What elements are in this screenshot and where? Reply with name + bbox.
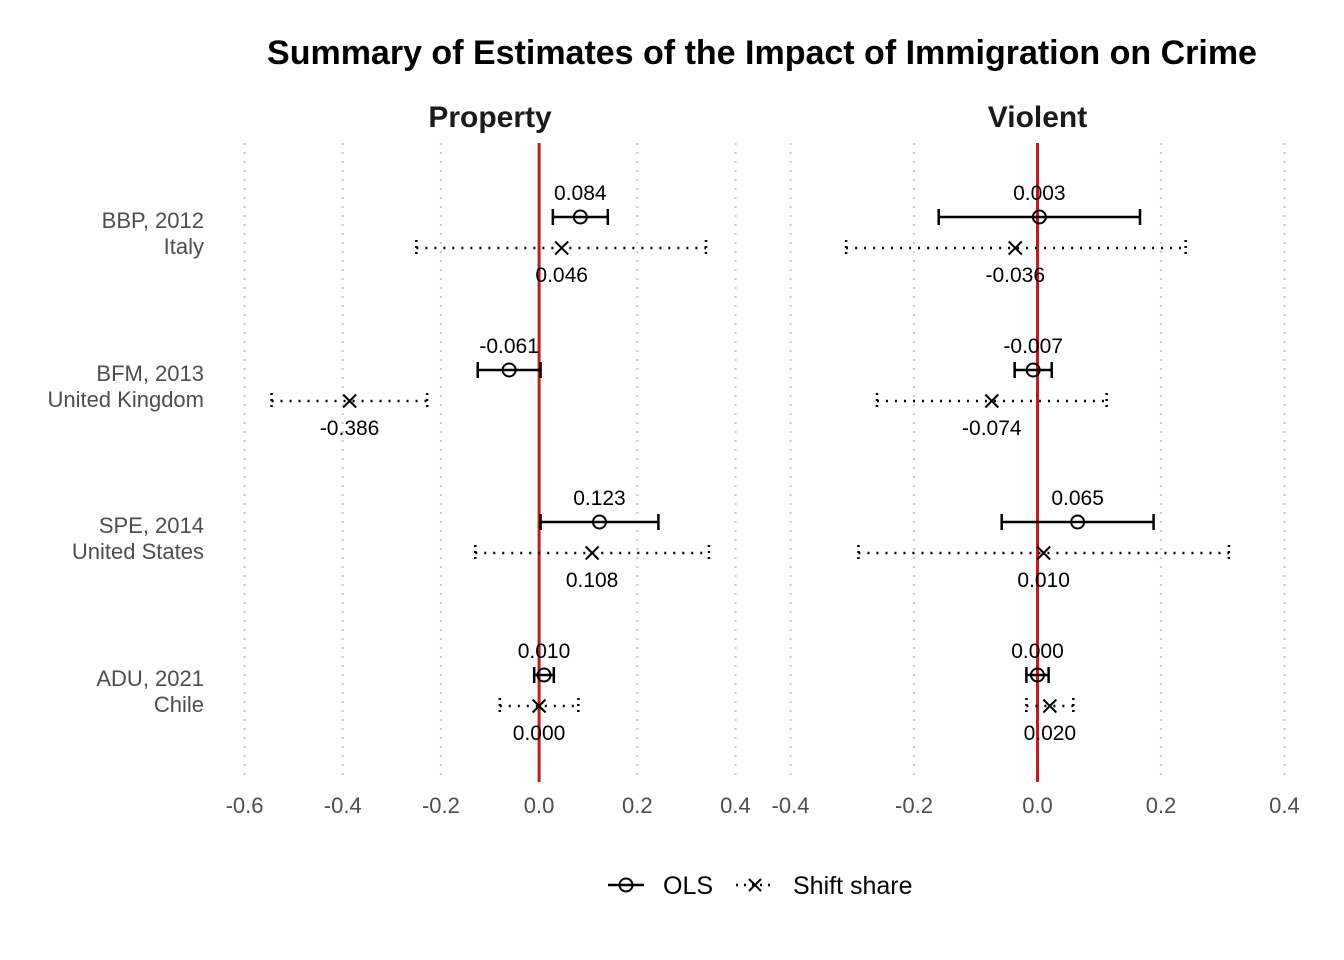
shift-share-value-label: -0.074 <box>962 417 1022 440</box>
shift-share-value-label: 0.046 <box>535 264 588 287</box>
ols-estimate: -0.007 <box>1003 335 1063 378</box>
shift-share-point <box>554 240 569 256</box>
ols-value-label: -0.007 <box>1003 335 1063 358</box>
panels: Property -0.6 -0.4 -0.2 0.0 0.2 0.4 0.084 0.046 -… <box>226 101 1300 818</box>
study-label: SPE, 2014 <box>99 513 204 538</box>
shift-share-point <box>531 698 547 714</box>
x-tick-label: 0.2 <box>622 793 653 818</box>
ols-value-label: 0.010 <box>518 640 571 663</box>
ols-point <box>501 362 517 378</box>
x-tick-label: 0.0 <box>524 793 555 818</box>
panel-violent: Violent -0.4 -0.2 0.0 0.2 0.4 0.003 -0.036 -0.00… <box>772 101 1300 818</box>
ols-point <box>572 209 588 225</box>
shift-share-point <box>1042 698 1058 714</box>
x-tick-label: -0.4 <box>772 793 810 818</box>
x-tick-label: 0.4 <box>720 793 751 818</box>
ols-estimate: 0.065 <box>1000 487 1155 530</box>
study-label: ADU, 2021 <box>96 666 204 691</box>
x-tick-label: -0.4 <box>324 793 362 818</box>
x-tick-label: -0.6 <box>226 793 264 818</box>
ols-value-label: 0.003 <box>1013 182 1066 205</box>
ols-value-label: 0.065 <box>1051 487 1104 510</box>
study-label: BFM, 2013 <box>96 361 204 386</box>
shift-share-value-label: 0.010 <box>1017 569 1070 592</box>
x-tick-label: 0.0 <box>1022 793 1053 818</box>
x-tick-label: 0.2 <box>1146 793 1177 818</box>
ols-point <box>1031 209 1047 225</box>
ols-value-label: 0.123 <box>573 487 626 510</box>
country-label: United States <box>72 539 204 564</box>
shift-share-value-label: 0.020 <box>1024 722 1077 745</box>
legend-ols-label: OLS <box>663 872 713 900</box>
country-label: Italy <box>164 234 204 259</box>
ols-point <box>591 514 607 530</box>
shift-share-estimate: -0.036 <box>844 240 1187 287</box>
shift-share-point <box>1036 545 1051 561</box>
shift-share-value-label: 0.108 <box>566 569 619 592</box>
shift-share-point <box>342 393 357 409</box>
legend-ols-marker <box>618 877 634 893</box>
x-tick-label: -0.2 <box>895 793 933 818</box>
ols-estimate: 0.123 <box>539 487 660 530</box>
shift-share-point <box>984 393 1000 409</box>
shift-share-estimate: 0.020 <box>1024 698 1077 745</box>
ols-value-label: -0.061 <box>479 335 539 358</box>
shift-share-estimate: -0.386 <box>270 393 429 440</box>
x-tick-label: 0.4 <box>1269 793 1300 818</box>
ols-estimate: 0.010 <box>518 640 571 683</box>
shift-share-value-label: -0.036 <box>985 264 1045 287</box>
legend-shift-share-label: Shift share <box>793 872 913 900</box>
ols-value-label: 0.084 <box>554 182 607 205</box>
ols-point <box>536 667 552 683</box>
ols-point <box>1030 667 1045 683</box>
country-label: Chile <box>154 692 204 717</box>
ols-estimate: 0.084 <box>551 182 610 225</box>
panel-title: Property <box>428 101 552 134</box>
legend: OLS Shift share <box>608 872 913 900</box>
study-label: BBP, 2012 <box>102 208 204 233</box>
chart-title: Summary of Estimates of the Impact of Im… <box>267 34 1257 72</box>
panel-property: Property -0.6 -0.4 -0.2 0.0 0.2 0.4 0.084 0.046 -… <box>226 101 751 818</box>
country-label: United Kingdom <box>47 387 204 412</box>
x-tick-label: -0.2 <box>422 793 460 818</box>
legend-shift-share-marker <box>748 878 762 892</box>
shift-share-point <box>584 545 600 561</box>
shift-share-point <box>1008 240 1023 256</box>
shift-share-estimate: 0.108 <box>474 545 711 592</box>
shift-share-value-label: -0.386 <box>320 417 380 440</box>
ols-estimate: 0.000 <box>1011 640 1064 683</box>
shift-share-estimate: 0.010 <box>857 545 1231 592</box>
shift-share-estimate: 0.000 <box>498 698 580 745</box>
shift-share-estimate: -0.074 <box>875 393 1108 440</box>
shift-share-value-label: 0.000 <box>513 722 566 745</box>
ols-point <box>1070 514 1086 530</box>
ols-estimate: 0.003 <box>937 182 1142 225</box>
ols-estimate: -0.061 <box>476 335 542 378</box>
shift-share-estimate: 0.046 <box>415 240 708 287</box>
panel-title: Violent <box>988 101 1087 134</box>
ols-point <box>1025 362 1041 378</box>
ols-value-label: 0.000 <box>1011 640 1064 663</box>
